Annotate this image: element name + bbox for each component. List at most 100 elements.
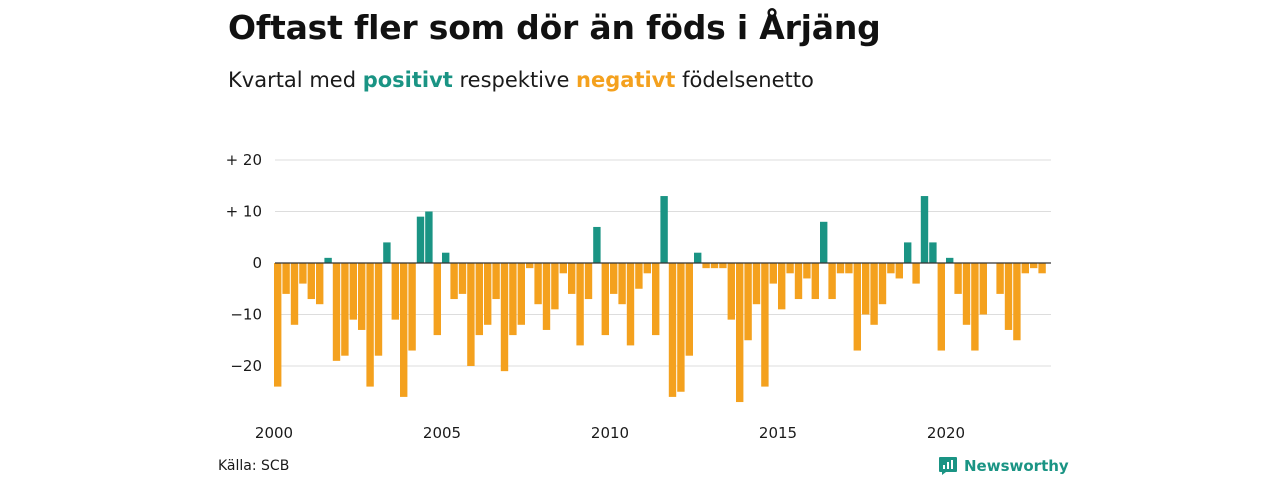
bar <box>937 263 945 351</box>
bar <box>870 263 878 325</box>
bar <box>593 226 601 263</box>
source-note: Källa: SCB <box>218 458 290 474</box>
chart-title: Oftast fler som dör än föds i Årjäng <box>228 8 881 47</box>
subtitle-negative-word: negativt <box>576 68 676 92</box>
bar <box>752 263 761 305</box>
x-axis-ticks: 2000 2005 2010 2015 2020 <box>255 424 965 442</box>
bar <box>668 263 677 397</box>
x-tick-label: 2005 <box>423 424 461 442</box>
y-axis-ticks: + 20 + 10 0 −10 −20 <box>226 151 262 375</box>
x-tick-label: 2010 <box>591 424 629 442</box>
y-tick-label: −20 <box>230 357 262 375</box>
bar <box>500 263 509 372</box>
bar <box>282 263 290 294</box>
bar <box>316 263 324 305</box>
subtitle-suffix: födelsenetto <box>675 68 814 92</box>
bar <box>425 211 433 263</box>
bar <box>635 263 643 289</box>
bar <box>769 263 777 284</box>
bar <box>383 242 391 263</box>
bar <box>778 263 786 310</box>
newsworthy-logo-icon <box>939 457 957 475</box>
bar <box>643 263 651 274</box>
bar <box>887 263 895 274</box>
bar <box>307 263 315 300</box>
bar <box>660 196 668 263</box>
bar <box>1030 263 1038 269</box>
bar <box>719 263 727 269</box>
bar <box>618 263 626 305</box>
bar <box>946 257 954 263</box>
bar <box>610 263 618 294</box>
bar <box>979 263 987 315</box>
x-tick-label: 2020 <box>927 424 965 442</box>
bar <box>492 263 500 300</box>
bar <box>374 263 383 356</box>
bar <box>761 263 769 387</box>
bar <box>408 263 416 351</box>
bar <box>400 263 408 397</box>
bar <box>677 263 685 392</box>
bar <box>358 263 366 330</box>
subtitle-positive-word: positivt <box>362 68 453 92</box>
bar <box>853 263 861 351</box>
bar <box>349 263 357 320</box>
y-tick-label: 0 <box>252 254 262 272</box>
bar <box>467 263 475 366</box>
bar <box>601 263 609 336</box>
bar <box>862 263 870 315</box>
bar <box>509 263 517 336</box>
bar <box>534 263 542 305</box>
bar <box>912 263 920 284</box>
bar <box>551 263 559 310</box>
x-tick-label: 2000 <box>255 424 293 442</box>
bar <box>484 263 492 325</box>
bar <box>929 242 937 263</box>
y-tick-label: −10 <box>230 306 262 324</box>
bar <box>904 242 912 263</box>
bar <box>416 216 425 263</box>
bar <box>626 263 635 346</box>
bar <box>652 263 660 336</box>
bar <box>954 263 962 294</box>
bars <box>274 196 1046 403</box>
bar <box>526 263 534 269</box>
bar <box>391 263 399 320</box>
y-tick-label: + 10 <box>226 203 262 221</box>
bar <box>920 196 929 263</box>
bar <box>1004 263 1013 330</box>
bar <box>324 257 332 263</box>
bar <box>290 263 299 325</box>
bar <box>685 263 693 356</box>
bar <box>727 263 735 320</box>
bar <box>736 263 744 403</box>
bar <box>710 263 719 269</box>
bar <box>332 263 341 361</box>
bar <box>971 263 979 351</box>
bar <box>274 263 282 387</box>
bar <box>542 263 551 330</box>
bar <box>878 263 887 305</box>
bar <box>694 252 702 263</box>
bar <box>895 263 903 279</box>
bar <box>794 263 803 300</box>
bar <box>341 263 349 356</box>
bar <box>584 263 593 300</box>
bar <box>702 263 710 269</box>
bar <box>442 252 450 263</box>
bar <box>820 221 828 263</box>
bar <box>836 263 845 274</box>
bar <box>1038 263 1046 274</box>
bar <box>803 263 811 279</box>
bar <box>458 263 467 294</box>
bar <box>433 263 441 336</box>
bar <box>450 263 458 300</box>
subtitle-middle: respektive <box>452 68 577 92</box>
bar <box>366 263 374 387</box>
bar <box>962 263 971 325</box>
newsworthy-logo[interactable]: Newsworthy <box>938 456 1069 476</box>
brand-name: Newsworthy <box>964 457 1069 475</box>
bar <box>828 263 836 300</box>
bar <box>1021 263 1029 274</box>
bar <box>299 263 307 284</box>
